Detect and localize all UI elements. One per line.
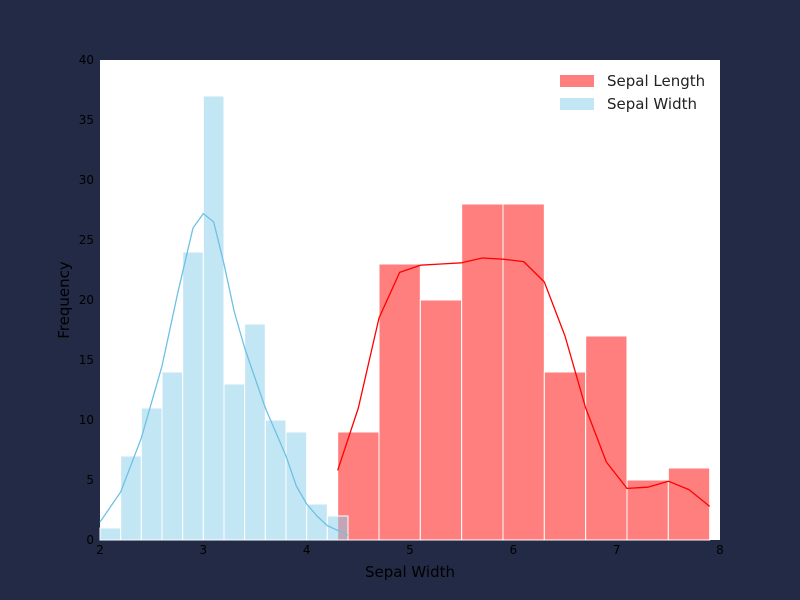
sepal-length-legend-swatch	[560, 75, 594, 87]
y-tick-label: 35	[79, 113, 94, 127]
y-tick-label: 25	[79, 233, 94, 247]
sepal-width-bar	[264, 419, 287, 541]
y-tick-label: 0	[86, 533, 94, 547]
sepal-width-bar	[182, 251, 204, 541]
sepal-width-kde-line	[99, 212, 349, 536]
sepal-length-bar	[378, 263, 421, 541]
x-tick-label: 2	[96, 543, 104, 557]
sepal-width-bar	[326, 515, 349, 541]
sepal-width-legend-label: Sepal Width	[607, 95, 697, 113]
sepal-length-bar	[543, 371, 587, 541]
bars-layer	[99, 95, 711, 541]
x-tick-label: 4	[303, 543, 311, 557]
sepal-length-bar	[626, 479, 669, 541]
sepal-length-bar	[461, 203, 504, 541]
x-tick-label: 6	[510, 543, 518, 557]
sepal-length-bar	[667, 467, 711, 541]
sepal-width-bar	[223, 383, 246, 541]
y-axis-ticks: 0 5 10 15 20 25 30 35 40	[79, 53, 94, 547]
x-tick-label: 8	[716, 543, 724, 557]
sepal-width-bar	[120, 455, 142, 541]
x-tick-label: 3	[200, 543, 208, 557]
sepal-width-bar	[202, 95, 225, 541]
sepal-length-kde-line	[337, 257, 711, 507]
y-tick-label: 5	[86, 473, 94, 487]
legend: Sepal Length Sepal Width	[560, 72, 705, 113]
x-tick-label: 5	[406, 543, 414, 557]
sepal-length-bar	[585, 335, 628, 541]
y-tick-label: 30	[79, 173, 94, 187]
sepal-width-legend-swatch	[560, 98, 594, 110]
x-axis-title: Sepal Width	[365, 563, 455, 581]
x-axis-ticks: 2 3 4 5 6 7 8	[96, 543, 724, 557]
y-axis-title: Frequency	[55, 261, 73, 339]
y-tick-label: 20	[79, 293, 94, 307]
y-tick-label: 15	[79, 353, 94, 367]
sepal-length-legend-label: Sepal Length	[607, 72, 705, 90]
x-tick-label: 7	[613, 543, 621, 557]
sepal-width-bar	[161, 371, 184, 541]
y-tick-label: 10	[79, 413, 94, 427]
kde-layer	[99, 212, 711, 536]
y-tick-label: 40	[79, 53, 94, 67]
sepal-width-bar	[99, 527, 122, 541]
sepal-length-bar	[419, 299, 463, 541]
sepal-length-bar	[502, 203, 545, 541]
